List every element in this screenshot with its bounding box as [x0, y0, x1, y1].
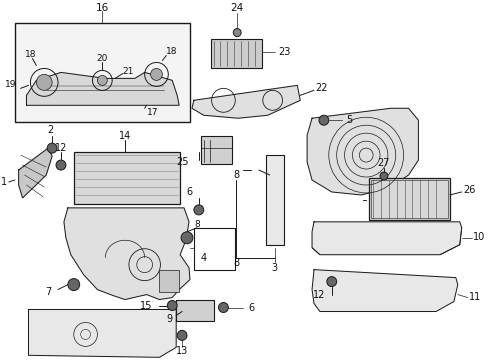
Text: 7: 7 — [45, 287, 51, 297]
Text: 22: 22 — [315, 84, 327, 93]
Polygon shape — [64, 208, 189, 300]
Circle shape — [167, 301, 177, 310]
Text: 4: 4 — [200, 253, 206, 263]
Polygon shape — [26, 72, 179, 105]
Bar — [368, 178, 449, 220]
Text: 6: 6 — [247, 302, 254, 312]
Polygon shape — [191, 85, 300, 118]
Text: 12: 12 — [55, 143, 67, 153]
Circle shape — [47, 143, 57, 153]
Text: 16: 16 — [96, 3, 109, 13]
Text: 9: 9 — [166, 314, 172, 324]
Text: 25: 25 — [176, 157, 188, 167]
Text: 8: 8 — [233, 170, 239, 180]
Circle shape — [194, 205, 203, 215]
Circle shape — [218, 302, 228, 312]
Circle shape — [318, 115, 328, 125]
Circle shape — [150, 68, 162, 80]
Bar — [194, 228, 235, 270]
Circle shape — [233, 28, 241, 37]
Text: 14: 14 — [119, 131, 131, 141]
Bar — [201, 136, 232, 164]
Circle shape — [68, 279, 80, 291]
Text: 20: 20 — [97, 54, 108, 63]
Text: 12: 12 — [312, 289, 325, 300]
Text: 26: 26 — [463, 185, 475, 195]
Text: 13: 13 — [176, 346, 188, 356]
Text: 1: 1 — [0, 177, 7, 187]
Circle shape — [326, 276, 336, 287]
Text: 11: 11 — [468, 292, 481, 302]
Polygon shape — [311, 270, 457, 311]
Bar — [74, 152, 180, 204]
Bar — [265, 155, 283, 245]
Text: 18: 18 — [25, 50, 36, 59]
Circle shape — [379, 172, 387, 180]
Circle shape — [56, 160, 66, 170]
Text: 6: 6 — [185, 187, 192, 197]
Text: 24: 24 — [230, 3, 244, 13]
Text: 23: 23 — [278, 48, 290, 58]
Text: 3: 3 — [271, 263, 277, 273]
Circle shape — [36, 75, 52, 90]
Text: 2: 2 — [47, 125, 53, 135]
Text: 10: 10 — [472, 232, 485, 242]
Polygon shape — [311, 222, 461, 255]
Circle shape — [181, 232, 193, 244]
Bar — [370, 180, 447, 218]
Polygon shape — [19, 148, 52, 198]
Text: 17: 17 — [146, 108, 158, 117]
Text: 27: 27 — [377, 158, 389, 168]
Bar — [15, 23, 189, 122]
Bar — [210, 39, 261, 68]
Text: 19: 19 — [5, 80, 17, 89]
Text: 21: 21 — [122, 67, 133, 76]
Circle shape — [177, 330, 186, 340]
Bar — [159, 270, 179, 292]
Text: 8: 8 — [194, 220, 199, 229]
Text: 5: 5 — [346, 115, 352, 125]
Polygon shape — [28, 310, 176, 357]
Polygon shape — [306, 108, 418, 195]
Bar — [176, 300, 213, 321]
Text: 15: 15 — [140, 301, 152, 311]
Text: 8: 8 — [233, 258, 239, 268]
Text: 18: 18 — [165, 47, 177, 56]
Circle shape — [97, 75, 107, 85]
